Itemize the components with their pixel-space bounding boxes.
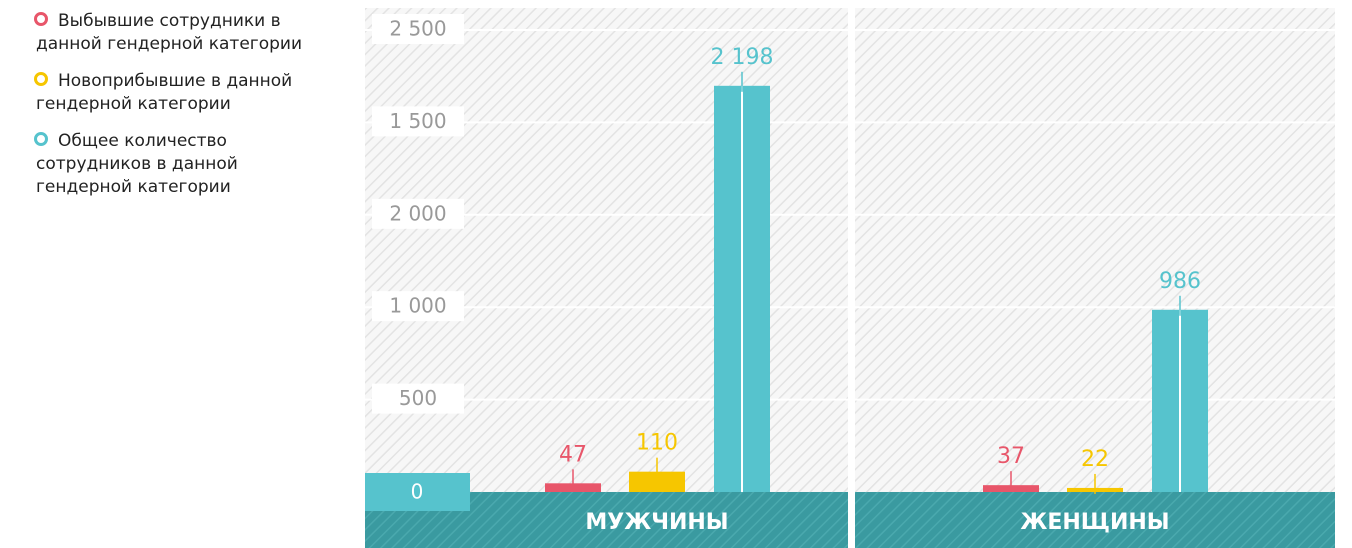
data-label: 37 [997,444,1025,469]
legend-item: Общее количество сотрудников в данной ге… [34,130,306,199]
y-tick-label: 1 500 [389,109,446,133]
legend: Выбывшие сотрудники в данной гендерной к… [34,10,306,213]
y-label-bg [372,106,464,137]
data-label: 47 [559,442,587,467]
data-label: 22 [1081,447,1109,472]
legend-marker [34,12,48,26]
panel [365,8,848,492]
y-tick-label: 500 [399,386,437,410]
y-label-bg [372,383,464,414]
x-tick-label: ЖЕНЩИНЫ [1020,510,1169,535]
data-label: 2 198 [711,45,774,70]
y-tick-label: 1 000 [389,294,446,318]
data-label: 110 [636,431,678,456]
legend-marker [34,132,48,146]
legend-marker [34,72,48,86]
y-label-bg [372,14,464,44]
zero-box [365,473,470,511]
legend-item: Выбывшие сотрудники в данной гендерной к… [34,10,306,56]
y-tick-label: 2 500 [389,17,446,41]
y-label-bg [372,198,464,229]
legend-label: Выбывшие сотрудники в данной гендерной к… [36,11,302,54]
y-label-bg [372,291,464,322]
legend-label: Общее количество сотрудников в данной ге… [36,131,238,197]
x-tick-label: МУЖЧИНЫ [585,510,728,535]
category-band [855,492,1335,548]
y-tick-label: 2 000 [389,201,446,225]
bar [629,471,685,492]
panel [855,8,1335,492]
y-tick-label: 0 [411,480,424,504]
legend-label: Новоприбывшие в данной гендерной категор… [36,71,293,114]
legend-item: Новоприбывшие в данной гендерной категор… [34,70,306,116]
data-label: 986 [1159,269,1201,294]
